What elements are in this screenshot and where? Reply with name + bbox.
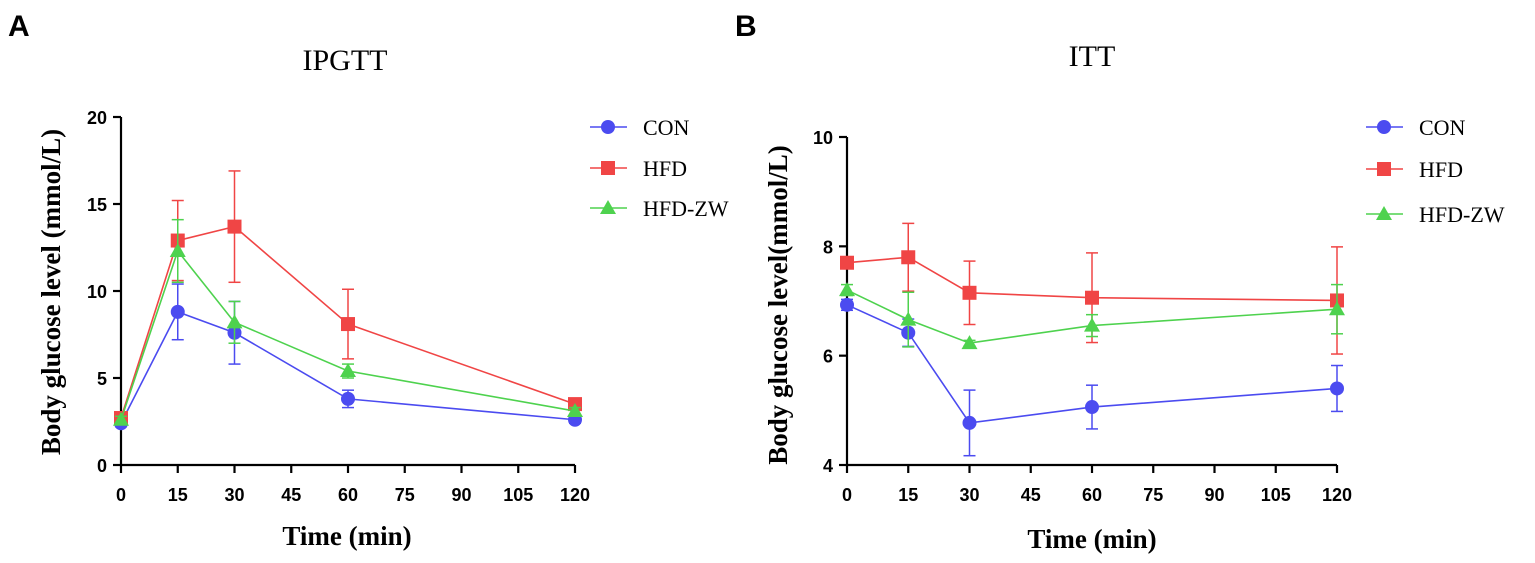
axes: 0 15 30 45 60 75 90 105 120 0 5 10 15 20 <box>87 108 590 505</box>
legend-item-hfd: HFD <box>1366 157 1463 182</box>
y-tick-label: 8 <box>823 237 833 257</box>
data-point <box>341 391 355 406</box>
y-tick-label: 10 <box>87 282 107 302</box>
x-tick-label: 30 <box>959 485 979 505</box>
data-point <box>567 403 583 418</box>
legend-item-con: CON <box>590 115 690 140</box>
data-point <box>840 255 854 270</box>
legend-label: HFD-ZW <box>1419 202 1505 227</box>
y-tick-label: 6 <box>823 347 833 367</box>
x-tick-label: 0 <box>116 485 126 505</box>
y-axis-label: Body glucose level(mmol/L) <box>763 145 793 464</box>
panel-letter-b: B <box>735 10 757 43</box>
axes: 0 15 30 45 60 75 90 105 120 4 6 8 10 <box>813 128 1352 505</box>
legend-marker <box>1377 162 1391 176</box>
legend-symbol <box>600 200 616 214</box>
y-tick-label: 0 <box>97 456 107 476</box>
data-point <box>226 314 243 329</box>
chart-ipgtt: IPGTT Time (min) Body glucose level (mmo… <box>36 44 729 551</box>
y-tick-label: 15 <box>87 195 107 215</box>
plot-area: 0 15 30 45 60 75 90 105 120 4 6 8 10 <box>813 128 1352 505</box>
x-tick-label: 120 <box>1322 485 1352 505</box>
chart-title: ITT <box>1069 40 1116 73</box>
legend-label: HFD <box>1419 157 1463 182</box>
data-point <box>901 250 916 265</box>
chart-title: IPGTT <box>303 44 388 77</box>
y-tick-label: 4 <box>823 456 833 476</box>
legend-item-hfd: HFD <box>590 156 687 181</box>
x-tick-label: 45 <box>281 485 301 505</box>
legend-symbol <box>601 120 615 134</box>
data-point <box>113 411 129 426</box>
x-tick-label: 45 <box>1021 485 1041 505</box>
data-point <box>1085 290 1099 305</box>
x-tick-label: 0 <box>842 485 852 505</box>
data-point <box>962 285 977 300</box>
legend-label: HFD-ZW <box>643 196 729 221</box>
x-tick-label: 90 <box>451 485 471 505</box>
x-tick-label: 60 <box>338 485 358 505</box>
x-tick-label: 15 <box>898 485 918 505</box>
series-hfd-zw <box>839 282 1345 350</box>
x-tick-label: 75 <box>1143 485 1163 505</box>
data-point <box>227 219 242 234</box>
x-tick-label: 105 <box>1261 485 1291 505</box>
series-hfd <box>114 170 582 426</box>
data-point <box>1084 317 1100 332</box>
legend-marker <box>600 200 616 214</box>
data-point <box>1085 400 1099 415</box>
x-tick-label: 75 <box>395 485 415 505</box>
legend-marker <box>601 161 615 175</box>
data-point <box>962 415 977 430</box>
legend-marker <box>601 120 615 134</box>
data-point <box>169 242 186 257</box>
legend: CON HFD HFD-ZW <box>1366 115 1505 227</box>
data-point <box>170 304 185 319</box>
y-axis-label: Body glucose level (mmol/L) <box>36 129 66 455</box>
data-point <box>900 311 917 326</box>
chart-itt: ITT Time (min) Body glucose level(mmol/L… <box>763 40 1505 554</box>
x-axis-label: Time (min) <box>282 521 411 551</box>
x-tick-label: 120 <box>560 485 590 505</box>
x-tick-label: 15 <box>168 485 188 505</box>
legend-label: HFD <box>643 156 687 181</box>
legend-item-hfd-zw: HFD-ZW <box>1366 202 1505 227</box>
y-tick-label: 5 <box>97 369 107 389</box>
series-hfd-zw <box>113 218 583 426</box>
x-tick-label: 105 <box>503 485 533 505</box>
data-point <box>341 317 355 332</box>
data-point <box>340 363 356 378</box>
x-tick-label: 60 <box>1082 485 1102 505</box>
legend-item-hfd-zw: HFD-ZW <box>590 196 729 221</box>
series-hfd <box>840 222 1344 355</box>
legend-symbol <box>601 161 615 175</box>
legend-symbol <box>1376 206 1392 220</box>
y-tick-label: 10 <box>813 128 833 148</box>
data-point <box>839 282 855 297</box>
y-tick-label: 20 <box>87 108 107 128</box>
x-axis-label: Time (min) <box>1027 524 1156 554</box>
x-tick-label: 30 <box>224 485 244 505</box>
legend-symbol <box>1377 162 1391 176</box>
data-point <box>961 335 978 350</box>
legend: CON HFD HFD-ZW <box>590 115 729 221</box>
legend-item-con: CON <box>1366 115 1466 140</box>
data-point <box>1329 301 1345 316</box>
plot-area: 0 15 30 45 60 75 90 105 120 0 5 10 15 20 <box>87 108 590 505</box>
legend-label: CON <box>643 115 690 140</box>
legend-marker <box>1376 206 1392 220</box>
legend-marker <box>1377 120 1391 134</box>
data-point <box>840 297 854 312</box>
legend-symbol <box>1377 120 1391 134</box>
x-tick-label: 90 <box>1204 485 1224 505</box>
legend-label: CON <box>1419 115 1466 140</box>
data-point <box>1330 381 1344 396</box>
series-con <box>840 297 1344 457</box>
panel-letter-a: A <box>8 10 30 43</box>
